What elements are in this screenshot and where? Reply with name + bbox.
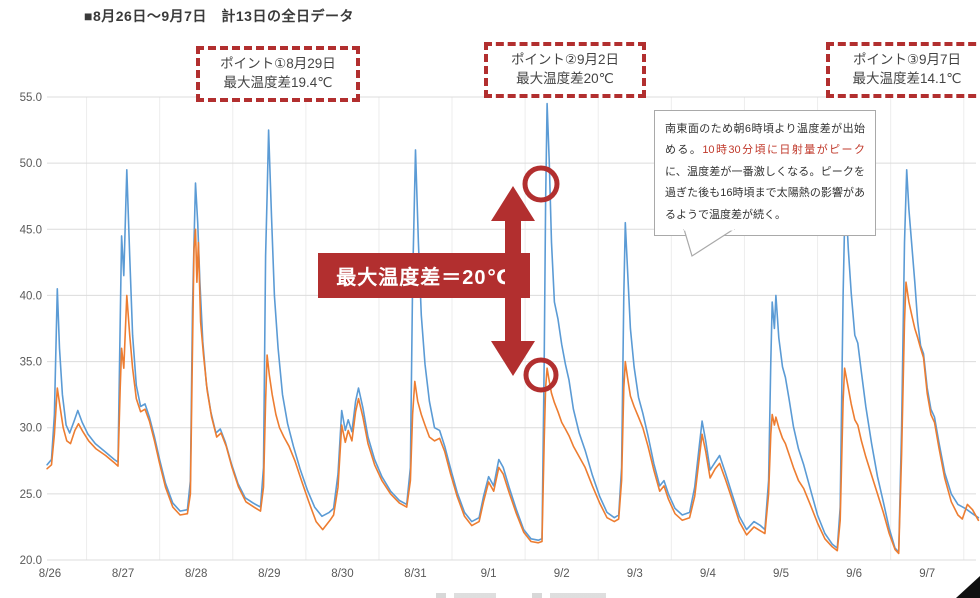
max-diff-banner-label: 最大温度差＝20℃ bbox=[336, 267, 512, 289]
bubble-text-emphasis: 10時30分頃に日射量がピーク bbox=[702, 144, 865, 157]
y-tick-label: 40.0 bbox=[20, 290, 42, 302]
callout-point3-date: ポイント③9月7日 bbox=[852, 52, 962, 67]
x-tick-label: 8/28 bbox=[185, 568, 207, 580]
y-tick-label: 45.0 bbox=[20, 224, 42, 236]
y-tick-label: 55.0 bbox=[20, 92, 42, 104]
y-tick-label: 25.0 bbox=[20, 489, 42, 501]
x-tick-label: 9/1 bbox=[481, 568, 497, 580]
callout-point3: ポイント③9月7日 最大温度差14.1℃ bbox=[826, 42, 980, 98]
bubble-tail bbox=[683, 229, 736, 257]
x-tick-label: 8/27 bbox=[112, 568, 134, 580]
x-tick-label: 9/3 bbox=[627, 568, 643, 580]
callout-point2-value: 最大温度差20℃ bbox=[516, 70, 614, 86]
callout-point2: ポイント②9月2日 最大温度差20℃ bbox=[484, 42, 646, 98]
callout-point1-date: ポイント①8月29日 bbox=[220, 56, 336, 71]
x-tick-label: 8/26 bbox=[39, 568, 61, 580]
y-tick-label: 50.0 bbox=[20, 158, 42, 170]
corner-triangle bbox=[956, 576, 980, 598]
x-tick-label: 8/30 bbox=[331, 568, 353, 580]
callout-point1: ポイント①8月29日 最大温度差19.4℃ bbox=[196, 46, 360, 102]
x-tick-label: 8/29 bbox=[258, 568, 280, 580]
max-diff-banner: 最大温度差＝20℃ bbox=[318, 253, 530, 298]
page-title: ■8月26日～9月7日 計13日の全日データ bbox=[84, 8, 354, 24]
x-tick-label: 8/31 bbox=[404, 568, 426, 580]
callout-point1-value: 最大温度差19.4℃ bbox=[223, 74, 333, 90]
y-tick-label: 35.0 bbox=[20, 357, 42, 369]
legend-cropped bbox=[436, 593, 646, 598]
callout-point2-date: ポイント②9月2日 bbox=[510, 52, 620, 67]
x-tick-label: 9/6 bbox=[846, 568, 862, 580]
bubble-text-2: に、温度差が一番激しくなる。ピークを過ぎた後も16時頃まで太陽熱の影響があるよう… bbox=[665, 165, 865, 221]
y-tick-label: 20.0 bbox=[20, 555, 42, 567]
callout-point3-value: 最大温度差14.1℃ bbox=[852, 70, 962, 86]
y-tick-label: 30.0 bbox=[20, 423, 42, 435]
x-tick-label: 9/7 bbox=[919, 568, 935, 580]
x-tick-label: 9/4 bbox=[700, 568, 717, 580]
x-tick-label: 9/5 bbox=[773, 568, 789, 580]
explanation-bubble: 南東面のため朝6時頃より温度差が出始める。10時30分頃に日射量がピークに、温度… bbox=[654, 110, 876, 237]
x-tick-label: 9/2 bbox=[554, 568, 570, 580]
bubble-text-1: 南東面のため朝6時頃より温度差が出始める。 bbox=[665, 123, 865, 157]
series-line-orange bbox=[46, 228, 980, 555]
